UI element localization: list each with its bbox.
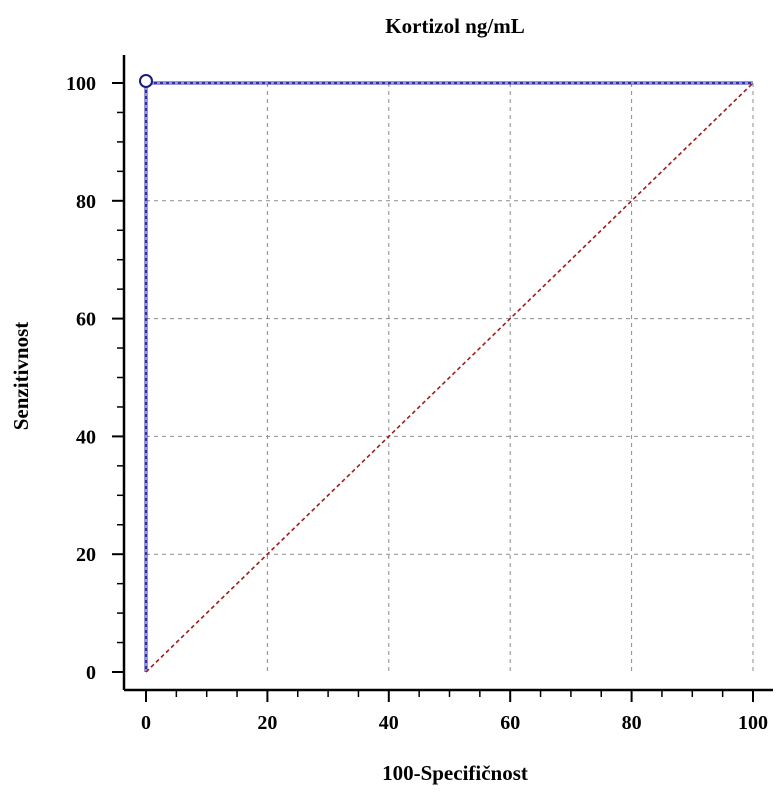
axes: [122, 55, 773, 692]
chart-title: Kortizol ng/mL: [385, 14, 524, 38]
x-tick-label-80: 80: [622, 712, 642, 734]
x-tick-label-40: 40: [379, 712, 399, 734]
y-tick-label-100: 100: [66, 73, 96, 95]
y-tick-label-60: 60: [76, 309, 96, 331]
grid: [146, 82, 754, 672]
reference-diagonal-line: [145, 82, 754, 673]
x-tick-label-20: 20: [257, 712, 277, 734]
series-layer: [139, 74, 754, 673]
y-axis-label: Senzitivnost: [9, 322, 33, 431]
y-tick-label-20: 20: [76, 544, 96, 566]
x-axis-label: 100-Specifičnost: [382, 761, 528, 785]
x-tick-label-100: 100: [738, 712, 768, 734]
roc-cutoff-point: [139, 74, 153, 88]
ticks: 0 20 40 60 80 100 0 20 40 60 80 100: [66, 73, 768, 734]
y-tick-label-40: 40: [76, 426, 96, 448]
y-tick-label-0: 0: [86, 662, 96, 684]
y-tick-label-80: 80: [76, 191, 96, 213]
x-tick-label-0: 0: [141, 712, 151, 734]
x-tick-label-60: 60: [500, 712, 520, 734]
